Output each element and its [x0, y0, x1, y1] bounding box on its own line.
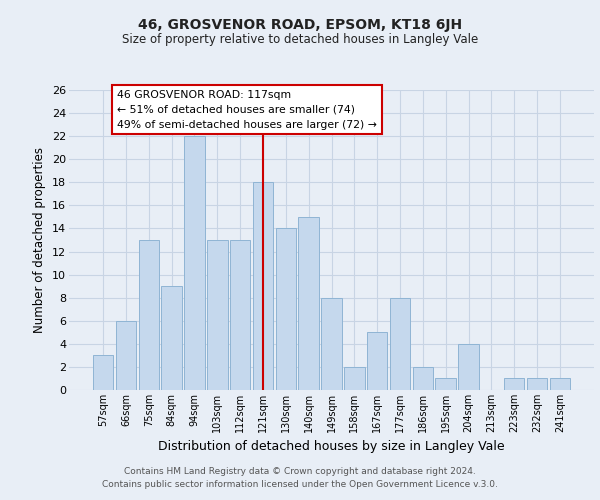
Bar: [458, 344, 479, 390]
Text: Contains public sector information licensed under the Open Government Licence v.: Contains public sector information licen…: [102, 480, 498, 489]
Bar: [436, 378, 456, 390]
Bar: [413, 367, 433, 390]
Bar: [344, 367, 365, 390]
Bar: [390, 298, 410, 390]
Bar: [550, 378, 570, 390]
Bar: [207, 240, 227, 390]
Text: 46 GROSVENOR ROAD: 117sqm
← 51% of detached houses are smaller (74)
49% of semi-: 46 GROSVENOR ROAD: 117sqm ← 51% of detac…: [117, 90, 377, 130]
Bar: [253, 182, 273, 390]
Text: Contains HM Land Registry data © Crown copyright and database right 2024.: Contains HM Land Registry data © Crown c…: [124, 467, 476, 476]
Bar: [230, 240, 250, 390]
Bar: [504, 378, 524, 390]
Bar: [161, 286, 182, 390]
Text: 46, GROSVENOR ROAD, EPSOM, KT18 6JH: 46, GROSVENOR ROAD, EPSOM, KT18 6JH: [138, 18, 462, 32]
Bar: [321, 298, 342, 390]
Bar: [527, 378, 547, 390]
Text: Size of property relative to detached houses in Langley Vale: Size of property relative to detached ho…: [122, 32, 478, 46]
Bar: [275, 228, 296, 390]
Bar: [298, 217, 319, 390]
Y-axis label: Number of detached properties: Number of detached properties: [34, 147, 46, 333]
Bar: [116, 321, 136, 390]
Bar: [139, 240, 159, 390]
X-axis label: Distribution of detached houses by size in Langley Vale: Distribution of detached houses by size …: [158, 440, 505, 454]
Bar: [93, 356, 113, 390]
Bar: [367, 332, 388, 390]
Bar: [184, 136, 205, 390]
